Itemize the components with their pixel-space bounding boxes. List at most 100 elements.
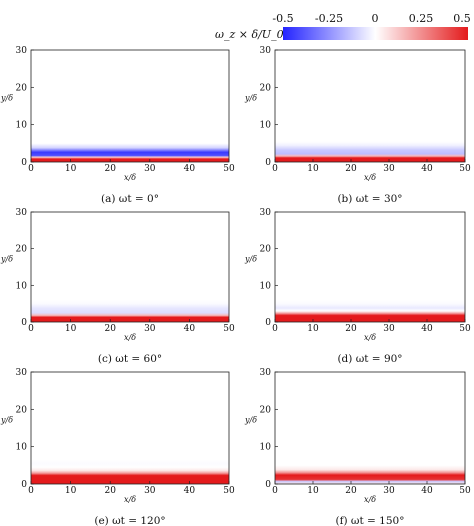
plot-frame (274, 211, 466, 323)
plot-frame (30, 49, 230, 163)
x-tick-label: 10 (307, 164, 319, 174)
x-tick-label: 40 (184, 486, 196, 496)
y-tick-label: 20 (16, 405, 28, 415)
vorticity-field (275, 372, 465, 484)
plot-frame (274, 49, 466, 163)
y-tick-label: 0 (265, 480, 271, 490)
x-tick-label: 10 (65, 486, 77, 496)
x-tick-label: 50 (223, 324, 235, 334)
x-tick-label: 50 (223, 486, 235, 496)
x-tick-label: 40 (421, 324, 433, 334)
panel-caption: (b) ωt = 30° (337, 193, 402, 205)
y-axis-label: y/δ (0, 415, 13, 424)
y-tick-label: 0 (21, 480, 27, 490)
x-tick-label: 0 (28, 324, 34, 334)
heatmap-panel: 0 10 20 30 40 50 0 10 20 30 x/δ y/δ (e) ωt = 120° (0, 368, 235, 526)
y-tick-label: 10 (260, 443, 272, 453)
panel-caption: (a) ωt = 0° (101, 193, 159, 205)
x-tick-label: 30 (383, 324, 395, 334)
x-tick-label: 50 (459, 324, 471, 334)
y-tick-label: 0 (265, 318, 271, 328)
x-tick-label: 0 (272, 324, 278, 334)
y-axis-label: y/δ (244, 255, 257, 264)
x-tick-label: 50 (459, 164, 471, 174)
colorbar-gradient (283, 27, 468, 40)
x-tick-label: 50 (223, 164, 235, 174)
x-tick-label: 20 (345, 324, 357, 334)
panel-caption: (c) ωt = 60° (98, 353, 162, 365)
x-tick-label: 30 (144, 324, 156, 334)
y-axis-label: y/δ (244, 93, 257, 102)
y-tick-label: 0 (265, 158, 271, 168)
colorbar: ω_z × δ/U_0 -0.5 -0.25 0 0.25 0.5 (215, 12, 471, 41)
x-tick-label: 20 (345, 164, 357, 174)
x-axis-label: x/δ (364, 495, 376, 504)
x-tick-label: 40 (184, 164, 196, 174)
x-tick-label: 20 (104, 164, 116, 174)
plot-frame (30, 371, 230, 485)
x-tick-label: 30 (383, 486, 395, 496)
colorbar-tick: 0.25 (409, 12, 434, 25)
colorbar-tick: -0.5 (272, 12, 293, 25)
plot-frame (30, 211, 230, 323)
x-tick-label: 50 (459, 486, 471, 496)
colorbar-tick: -0.25 (315, 12, 343, 25)
y-tick-label: 30 (16, 46, 28, 56)
x-tick-label: 0 (28, 486, 34, 496)
plot-frame (274, 371, 466, 485)
vorticity-field (275, 212, 465, 322)
x-tick-label: 20 (104, 324, 116, 334)
x-tick-label: 10 (307, 324, 319, 334)
y-tick-label: 20 (260, 405, 272, 415)
heatmap-panel: 0 10 20 30 40 50 0 10 20 30 x/δ y/δ (a) ωt = 0° (0, 46, 235, 205)
x-axis-label: x/δ (124, 173, 136, 182)
y-tick-label: 30 (16, 208, 28, 218)
panel-caption: (e) ωt = 120° (94, 515, 165, 526)
y-tick-label: 30 (260, 368, 272, 378)
y-tick-label: 20 (260, 245, 272, 255)
y-tick-label: 30 (260, 208, 272, 218)
x-axis-label: x/δ (364, 333, 376, 342)
x-tick-label: 10 (307, 486, 319, 496)
x-tick-label: 20 (345, 486, 357, 496)
x-tick-label: 0 (28, 164, 34, 174)
heatmap-panel: 0 10 20 30 40 50 0 10 20 30 x/δ y/δ (c) ωt = 60° (0, 208, 235, 365)
panel-caption: (f) ωt = 150° (336, 515, 405, 526)
y-tick-label: 10 (260, 121, 272, 131)
x-axis-label: x/δ (124, 495, 136, 504)
x-tick-label: 40 (421, 486, 433, 496)
x-tick-label: 30 (383, 164, 395, 174)
heatmap-panel: 0 10 20 30 40 50 0 10 20 30 x/δ y/δ (b) ωt = 30° (244, 46, 471, 205)
panel-caption: (d) ωt = 90° (337, 353, 402, 365)
colorbar-tick: 0.5 (453, 12, 471, 25)
vorticity-field (275, 50, 465, 162)
x-tick-label: 0 (272, 164, 278, 174)
x-tick-label: 40 (421, 164, 433, 174)
y-tick-label: 10 (16, 443, 28, 453)
y-tick-label: 0 (21, 318, 27, 328)
x-tick-label: 0 (272, 486, 278, 496)
heatmap-panel: 0 10 20 30 40 50 0 10 20 30 x/δ y/δ (f) ωt = 150° (244, 368, 471, 526)
x-axis-label: x/δ (124, 333, 136, 342)
y-tick-label: 30 (260, 46, 272, 56)
x-axis-label: x/δ (364, 173, 376, 182)
y-tick-label: 30 (16, 368, 28, 378)
x-tick-label: 10 (65, 164, 77, 174)
x-tick-label: 30 (144, 164, 156, 174)
y-axis-label: y/δ (0, 93, 13, 102)
x-tick-label: 20 (104, 486, 116, 496)
x-tick-label: 30 (144, 486, 156, 496)
y-tick-label: 20 (16, 83, 28, 93)
x-tick-label: 10 (65, 324, 77, 334)
heatmap-panel: 0 10 20 30 40 50 0 10 20 30 x/δ y/δ (d) ωt = 90° (244, 208, 471, 365)
y-tick-label: 10 (16, 281, 28, 291)
colorbar-label: ω_z × δ/U_0 (215, 28, 284, 41)
y-axis-label: y/δ (244, 415, 257, 424)
vorticity-field (31, 212, 229, 322)
x-tick-label: 40 (184, 324, 196, 334)
y-tick-label: 10 (16, 121, 28, 131)
vorticity-field (31, 372, 229, 484)
vorticity-field (31, 50, 229, 162)
y-tick-label: 0 (21, 158, 27, 168)
